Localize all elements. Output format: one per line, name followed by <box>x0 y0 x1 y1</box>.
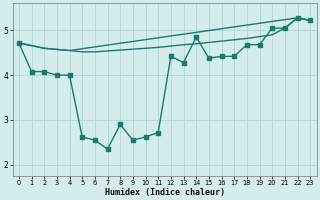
X-axis label: Humidex (Indice chaleur): Humidex (Indice chaleur) <box>105 188 225 197</box>
